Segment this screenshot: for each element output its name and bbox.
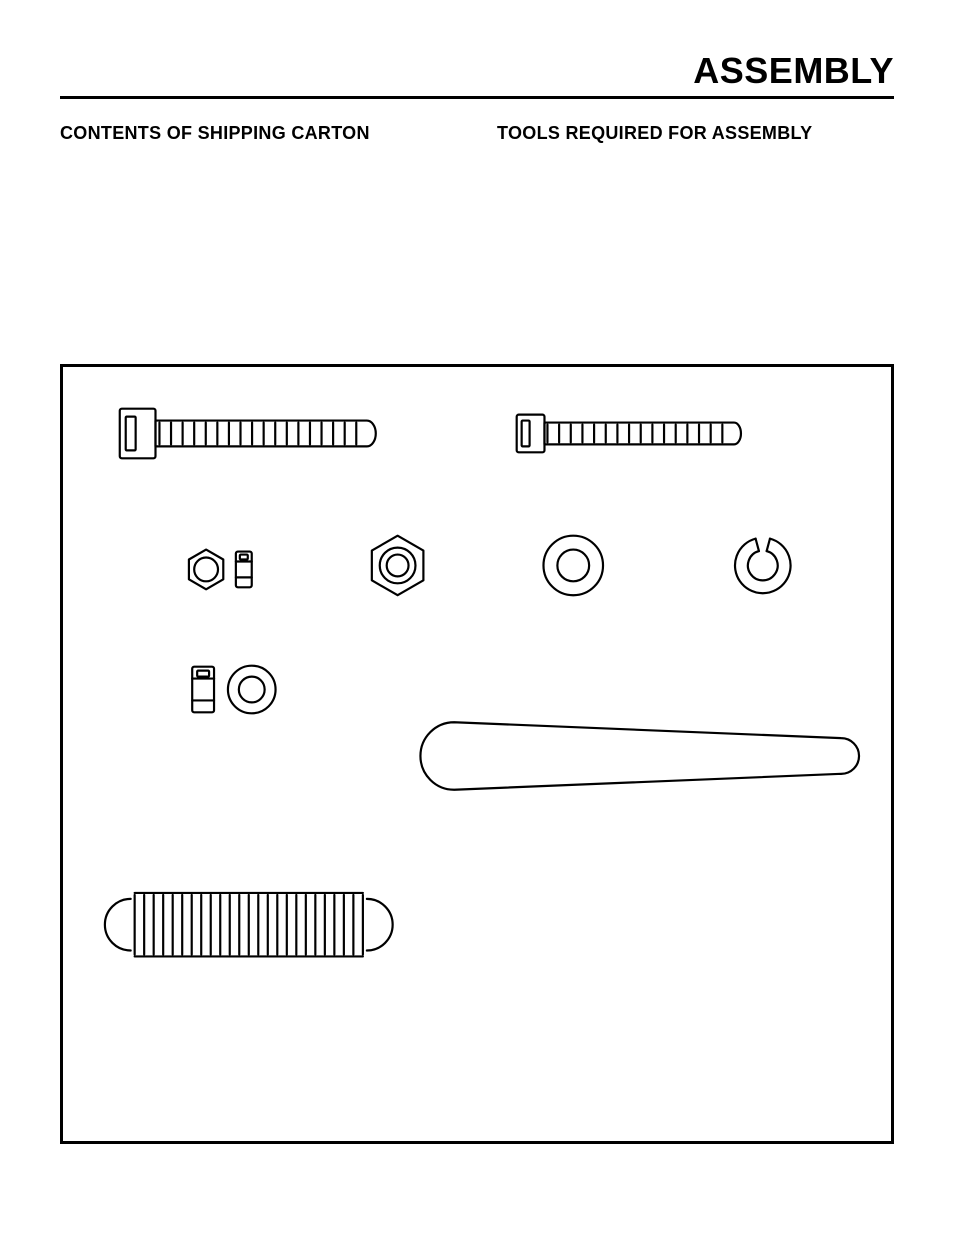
lock-washer-icon [735, 538, 791, 593]
page-title: ASSEMBLY [60, 50, 894, 99]
hex-nut-icon [372, 535, 424, 595]
hardware-illustration [63, 367, 891, 1141]
extension-spring-icon [105, 893, 393, 957]
knob-handle-icon [420, 722, 859, 789]
hex-bolt-large-icon [120, 408, 376, 458]
hex-locknut-with-washer-icon [192, 665, 275, 713]
hex-locknut-small-icon [189, 549, 252, 589]
flat-washer-icon [543, 535, 603, 595]
section-headings-row: CONTENTS OF SHIPPING CARTON TOOLS REQUIR… [60, 123, 894, 144]
hardware-figure-frame [60, 364, 894, 1144]
heading-tools-required: TOOLS REQUIRED FOR ASSEMBLY [497, 123, 894, 144]
section-left: CONTENTS OF SHIPPING CARTON [60, 123, 457, 144]
heading-contents-of-shipping-carton: CONTENTS OF SHIPPING CARTON [60, 123, 457, 144]
hex-bolt-small-icon [517, 414, 741, 452]
section-right: TOOLS REQUIRED FOR ASSEMBLY [497, 123, 894, 144]
page-container: ASSEMBLY CONTENTS OF SHIPPING CARTON TOO… [0, 0, 954, 1235]
